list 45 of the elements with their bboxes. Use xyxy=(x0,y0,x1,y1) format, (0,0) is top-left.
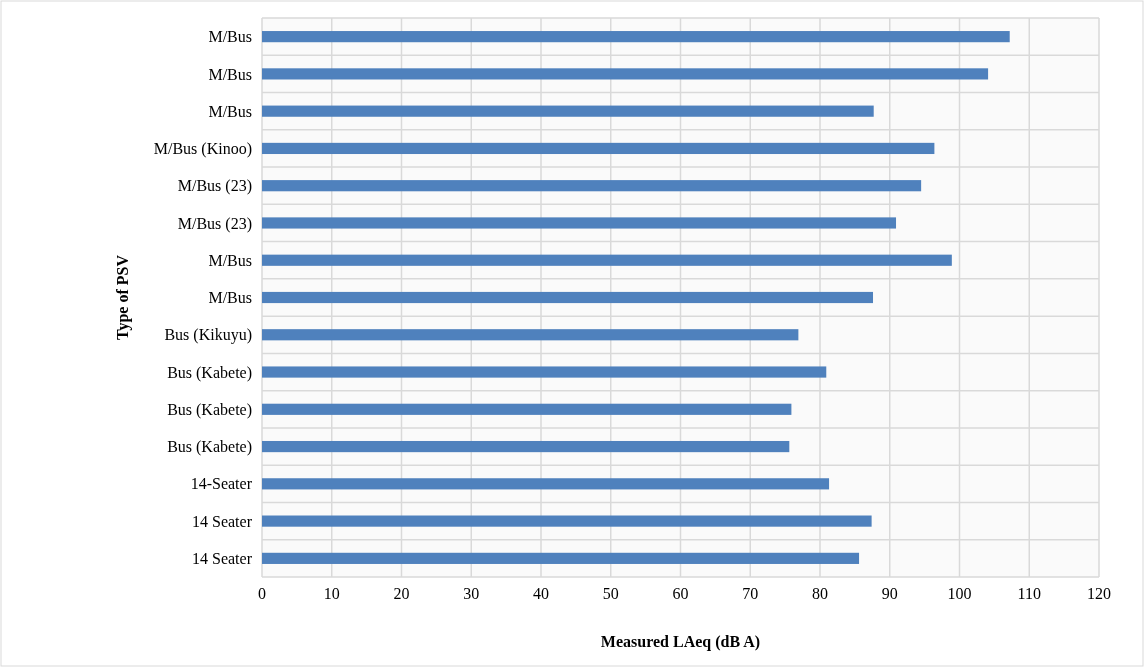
x-tick-label: 30 xyxy=(463,585,480,602)
y-tick-label: Bus (Kabete) xyxy=(167,400,252,419)
bar xyxy=(262,403,792,415)
bar xyxy=(262,217,897,229)
bar xyxy=(262,515,872,527)
bar xyxy=(262,68,989,80)
y-tick-label: Bus (Kikuyu) xyxy=(164,326,252,345)
x-tick-label: 20 xyxy=(393,585,410,602)
bar xyxy=(262,180,922,192)
bar xyxy=(262,31,1010,43)
bar xyxy=(262,366,827,378)
y-tick-label: 14 Seater xyxy=(192,549,253,567)
bar xyxy=(262,478,830,490)
y-tick-label: M/Bus (23) xyxy=(177,214,252,233)
x-tick-label: 90 xyxy=(881,585,898,602)
y-tick-label: M/Bus xyxy=(208,102,252,120)
bar xyxy=(262,142,935,155)
x-tick-label: 60 xyxy=(672,585,689,602)
y-axis-title: Type of PSV xyxy=(114,254,132,341)
y-tick-label: 14-Seater xyxy=(190,475,253,493)
x-tick-label: 80 xyxy=(812,585,828,602)
y-tick-label: M/Bus xyxy=(208,28,252,46)
x-tick-label: 110 xyxy=(1017,585,1041,602)
bar xyxy=(262,440,790,453)
y-tick-label: Bus (Kabete) xyxy=(167,438,252,457)
bar xyxy=(262,254,952,266)
y-tick-label: 14 Seater xyxy=(192,512,253,530)
bar xyxy=(262,291,874,304)
x-tick-label: 120 xyxy=(1087,585,1111,602)
x-tick-label: 10 xyxy=(323,585,340,602)
y-tick-label: Bus (Kabete) xyxy=(167,363,252,382)
y-tick-label: M/Bus xyxy=(208,65,252,83)
y-tick-label: M/Bus (23) xyxy=(177,177,252,196)
x-axis-title: Measured LAeq (dB A) xyxy=(600,633,761,651)
x-tick-label: 40 xyxy=(533,585,549,602)
bar xyxy=(262,552,860,564)
y-tick-label: M/Bus xyxy=(208,289,252,307)
x-tick-label: 70 xyxy=(742,585,759,602)
bar xyxy=(262,105,874,117)
y-tick-label: M/Bus xyxy=(208,251,252,269)
y-tick-label: M/Bus (Kinoo) xyxy=(153,140,252,159)
x-tick-label: 0 xyxy=(258,585,266,602)
x-tick-label: 100 xyxy=(947,585,972,602)
bar xyxy=(262,329,799,341)
x-tick-label: 50 xyxy=(602,585,619,602)
